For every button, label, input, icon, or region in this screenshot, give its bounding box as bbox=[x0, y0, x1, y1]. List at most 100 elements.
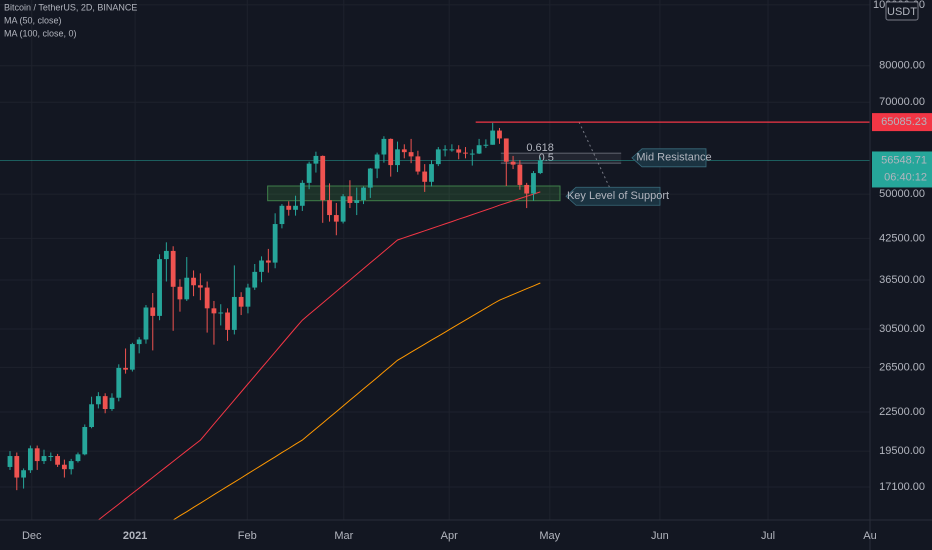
y-tick-label: 30500.00 bbox=[879, 323, 925, 335]
candle-body bbox=[89, 404, 94, 427]
unit-box bbox=[885, 1, 919, 21]
candle-body bbox=[442, 149, 448, 151]
candle-body bbox=[354, 200, 360, 203]
candle-body bbox=[204, 287, 210, 309]
candle-body bbox=[293, 205, 298, 210]
candle-body bbox=[279, 205, 285, 225]
support-zone bbox=[267, 185, 561, 202]
candle-body bbox=[517, 164, 523, 185]
candle-body bbox=[61, 464, 67, 470]
candle-body bbox=[170, 250, 176, 287]
candle-body bbox=[435, 149, 441, 165]
x-tick-label: May bbox=[539, 530, 560, 542]
candle-body bbox=[340, 196, 346, 222]
resistance-label: 65085.23 bbox=[881, 116, 927, 128]
x-tick-label: Au bbox=[863, 530, 876, 542]
ma-line bbox=[172, 282, 541, 520]
candle-body bbox=[34, 448, 40, 462]
candle-body bbox=[245, 287, 251, 307]
chart-title: Bitcoin / TetherUS, 2D, BINANCE bbox=[4, 2, 137, 12]
y-tick-label: 50000.00 bbox=[879, 188, 925, 200]
candle-body bbox=[150, 307, 156, 316]
y-tick-label: 70000.00 bbox=[879, 96, 925, 108]
candle-body bbox=[497, 130, 502, 139]
candle-body bbox=[55, 456, 60, 465]
candle-body bbox=[449, 149, 455, 151]
candle-body bbox=[327, 200, 332, 216]
y-tick-label: 17100.00 bbox=[879, 481, 925, 493]
candle-body bbox=[129, 344, 135, 370]
candle-body bbox=[21, 470, 26, 478]
y-tick-label: 19500.00 bbox=[879, 445, 925, 457]
fib-zone bbox=[500, 153, 622, 164]
x-tick-label: 2021 bbox=[123, 530, 147, 542]
ma-line bbox=[98, 191, 541, 520]
candle-body bbox=[68, 461, 74, 470]
candle-body bbox=[469, 153, 475, 155]
y-tick-label: 42500.00 bbox=[879, 232, 925, 244]
callout-box bbox=[631, 148, 707, 168]
fib-label: 0.618 bbox=[526, 142, 554, 154]
candle-body bbox=[306, 163, 312, 183]
resistance-label-bg bbox=[872, 113, 932, 132]
candle-body bbox=[27, 448, 33, 471]
candle-body bbox=[41, 456, 47, 462]
candle-body bbox=[116, 367, 122, 398]
x-tick-label: Apr bbox=[441, 530, 458, 542]
x-tick-label: Mar bbox=[334, 530, 353, 542]
y-tick-label: 80000.00 bbox=[879, 60, 925, 72]
candle-body bbox=[374, 154, 380, 169]
candle-body bbox=[272, 224, 278, 263]
candle-body bbox=[408, 152, 414, 157]
countdown: 06:40:12 bbox=[884, 171, 927, 183]
candle-body bbox=[429, 164, 434, 182]
callout-box bbox=[565, 186, 661, 206]
legend-entry[interactable]: MA (50, close) bbox=[4, 15, 62, 25]
candle-body bbox=[401, 149, 407, 153]
candle-body bbox=[415, 156, 421, 172]
x-tick-label: Jul bbox=[761, 530, 775, 542]
candle-body bbox=[48, 456, 54, 458]
candle-body bbox=[395, 149, 400, 166]
candle-body bbox=[136, 339, 142, 345]
y-tick-label: 26500.00 bbox=[879, 361, 925, 373]
candle-body bbox=[109, 397, 115, 410]
candle-body bbox=[463, 152, 468, 154]
candle-body bbox=[163, 250, 169, 260]
y-tick-label: 22500.00 bbox=[879, 406, 925, 418]
candle-body bbox=[333, 215, 339, 222]
unit-label: USDT bbox=[887, 6, 917, 18]
x-tick-label: Feb bbox=[238, 530, 257, 542]
callout: Mid Resistance bbox=[636, 152, 711, 164]
candle-body bbox=[299, 182, 305, 206]
candle-body bbox=[483, 144, 489, 146]
x-tick-label: Dec bbox=[22, 530, 42, 542]
candle-body bbox=[286, 205, 292, 210]
candle-body bbox=[259, 260, 264, 272]
candle-body bbox=[184, 277, 190, 300]
candle-body bbox=[157, 259, 162, 316]
candle-body bbox=[531, 173, 536, 194]
candle-body bbox=[197, 285, 203, 288]
candle-body bbox=[313, 155, 319, 164]
candle-body bbox=[177, 286, 183, 300]
candle-body bbox=[252, 271, 258, 288]
candle-body bbox=[7, 456, 13, 467]
candle-body bbox=[388, 138, 394, 166]
candle-body bbox=[95, 396, 101, 405]
candle-body bbox=[102, 396, 108, 410]
candle-body bbox=[218, 312, 224, 314]
candle-body bbox=[381, 138, 387, 155]
candle-body bbox=[476, 145, 482, 154]
candle-body bbox=[422, 171, 428, 182]
candle-body bbox=[191, 277, 196, 286]
price-label-bg bbox=[872, 151, 932, 188]
legend-entry[interactable]: MA (100, close, 0) bbox=[4, 28, 77, 38]
candle-body bbox=[123, 367, 128, 370]
candle-body bbox=[347, 196, 353, 203]
x-tick-label: Jun bbox=[651, 530, 669, 542]
candle-body bbox=[143, 307, 149, 340]
